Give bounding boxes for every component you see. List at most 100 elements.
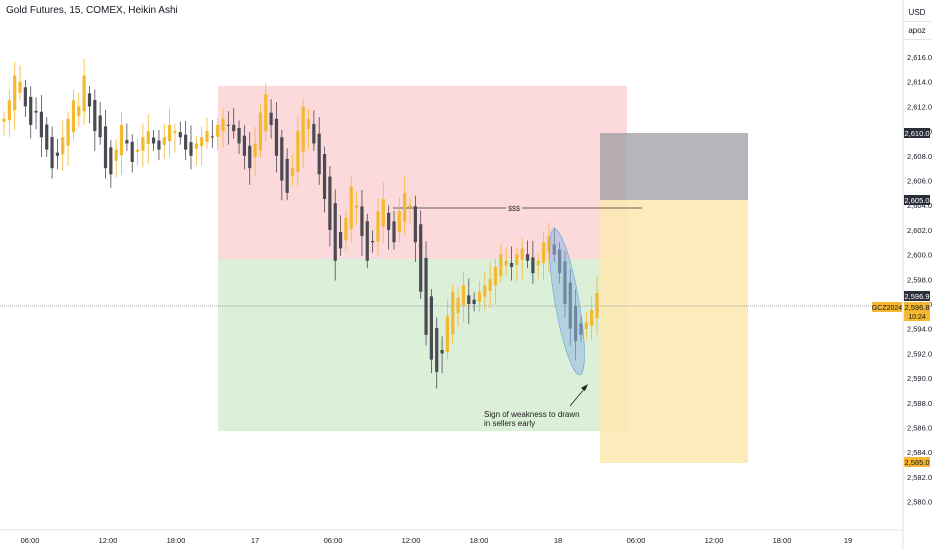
candle-body [114, 149, 118, 161]
supply-zone[interactable] [218, 86, 627, 259]
candle-body [264, 94, 268, 132]
candle-body [541, 242, 546, 264]
price-tick-label: 2,590.0 [907, 374, 932, 383]
price-scale-header: USD apoz [903, 4, 931, 40]
candle-body [135, 149, 140, 152]
candle-body [328, 176, 332, 230]
candle-body [109, 147, 113, 175]
candle-body [184, 134, 188, 150]
candle-body [82, 75, 86, 112]
weakness-ellipse[interactable] [542, 227, 591, 377]
candle-body [61, 137, 65, 155]
svg-text:2,585.0: 2,585.0 [904, 458, 929, 467]
candle-body [66, 118, 70, 146]
time-tick-label: 06:00 [627, 536, 646, 545]
candle-body [483, 285, 487, 297]
candle-body [221, 118, 225, 131]
scale-mode-label[interactable]: apoz [903, 22, 931, 40]
candle-body [130, 141, 134, 162]
target-box[interactable] [600, 133, 748, 200]
candle-body [77, 106, 81, 117]
candle-body [520, 248, 524, 260]
candle-body [456, 297, 460, 313]
candle-body [509, 263, 514, 267]
candle-body [322, 153, 327, 200]
candle-body [381, 199, 385, 227]
svg-text:2,610.0: 2,610.0 [904, 129, 929, 138]
candle-body [168, 124, 172, 142]
time-tick-label: 12:00 [705, 536, 724, 545]
candle-body [296, 131, 300, 173]
time-tick-labels: 06:00 12:00 18:00 17 06:00 12:00 18:00 18 06:00 1… [21, 536, 853, 545]
candle-body [493, 266, 498, 286]
arrow-head-icon [581, 384, 588, 391]
time-tick-label: 17 [251, 536, 259, 545]
candle-body [2, 118, 6, 122]
stop-box[interactable] [600, 200, 748, 463]
price-tick-label: 2,582.0 [907, 473, 932, 482]
candle-body [274, 118, 279, 156]
candle-body [435, 327, 439, 372]
candle-body [29, 96, 33, 125]
price-tick-label: 2,592.0 [907, 349, 932, 358]
candle-body [536, 260, 540, 266]
time-tick-label: 12:00 [99, 536, 118, 545]
time-tick-label: 18:00 [167, 536, 186, 545]
price-tick-label: 2,608.0 [907, 152, 932, 161]
candle-body [440, 349, 444, 354]
candle-body [194, 143, 198, 149]
price-tick-label: 2,612.0 [907, 102, 932, 111]
time-tick-label: 18:00 [470, 536, 489, 545]
candle-body [18, 81, 22, 93]
candle-body [445, 316, 450, 352]
candle-body [403, 192, 407, 222]
candle-body [237, 127, 241, 144]
candle-body [269, 112, 273, 125]
candle-body [397, 211, 401, 232]
liquidity-label: $$$ [508, 206, 520, 213]
candle-body [146, 131, 150, 145]
price-tick-label: 2,584.0 [907, 448, 932, 457]
candle-body [7, 100, 11, 121]
candle-body [189, 142, 193, 156]
annotation-line-1: Sign of weakness to drawn [484, 410, 580, 419]
candle-body [280, 137, 284, 181]
candle-body [71, 100, 76, 133]
candle-body [371, 241, 375, 243]
candle-body [200, 137, 204, 147]
candle-body [248, 145, 252, 169]
candle-body [258, 112, 263, 151]
currency-label[interactable]: USD [903, 4, 931, 22]
price-tick-label: 2,604.0 [907, 201, 932, 210]
annotation-line-2: in sellers early [484, 419, 535, 428]
entry-price-marker [904, 195, 930, 205]
candle-body [50, 137, 54, 169]
candle-body [34, 110, 38, 113]
price-tick-label: 2,586.0 [907, 424, 932, 433]
candle-body [285, 158, 289, 193]
candle-body [178, 132, 182, 138]
candle-body [13, 75, 17, 111]
time-tick-label: 19 [844, 536, 852, 545]
candle-body [103, 126, 108, 169]
candle-body [93, 99, 97, 132]
candle-body [504, 260, 508, 266]
time-tick-label: 12:00 [402, 536, 421, 545]
candle-body [547, 236, 551, 253]
price-tick-label: 2,616.0 [907, 53, 932, 62]
candle-body [216, 124, 220, 137]
candle-body [242, 135, 247, 156]
candle-body [253, 143, 257, 157]
candle-body [162, 137, 166, 146]
candle-body [312, 123, 316, 144]
price-tick-label: 2,602.0 [907, 226, 932, 235]
target-price-marker [904, 128, 930, 138]
candle-body [98, 115, 102, 138]
price-tick-label: 2,588.0 [907, 399, 932, 408]
time-tick-label: 18 [554, 536, 562, 545]
candle-body [141, 137, 145, 151]
candle-body [55, 152, 60, 156]
svg-text:2,596.8: 2,596.8 [904, 303, 929, 312]
candle-body [595, 292, 599, 318]
